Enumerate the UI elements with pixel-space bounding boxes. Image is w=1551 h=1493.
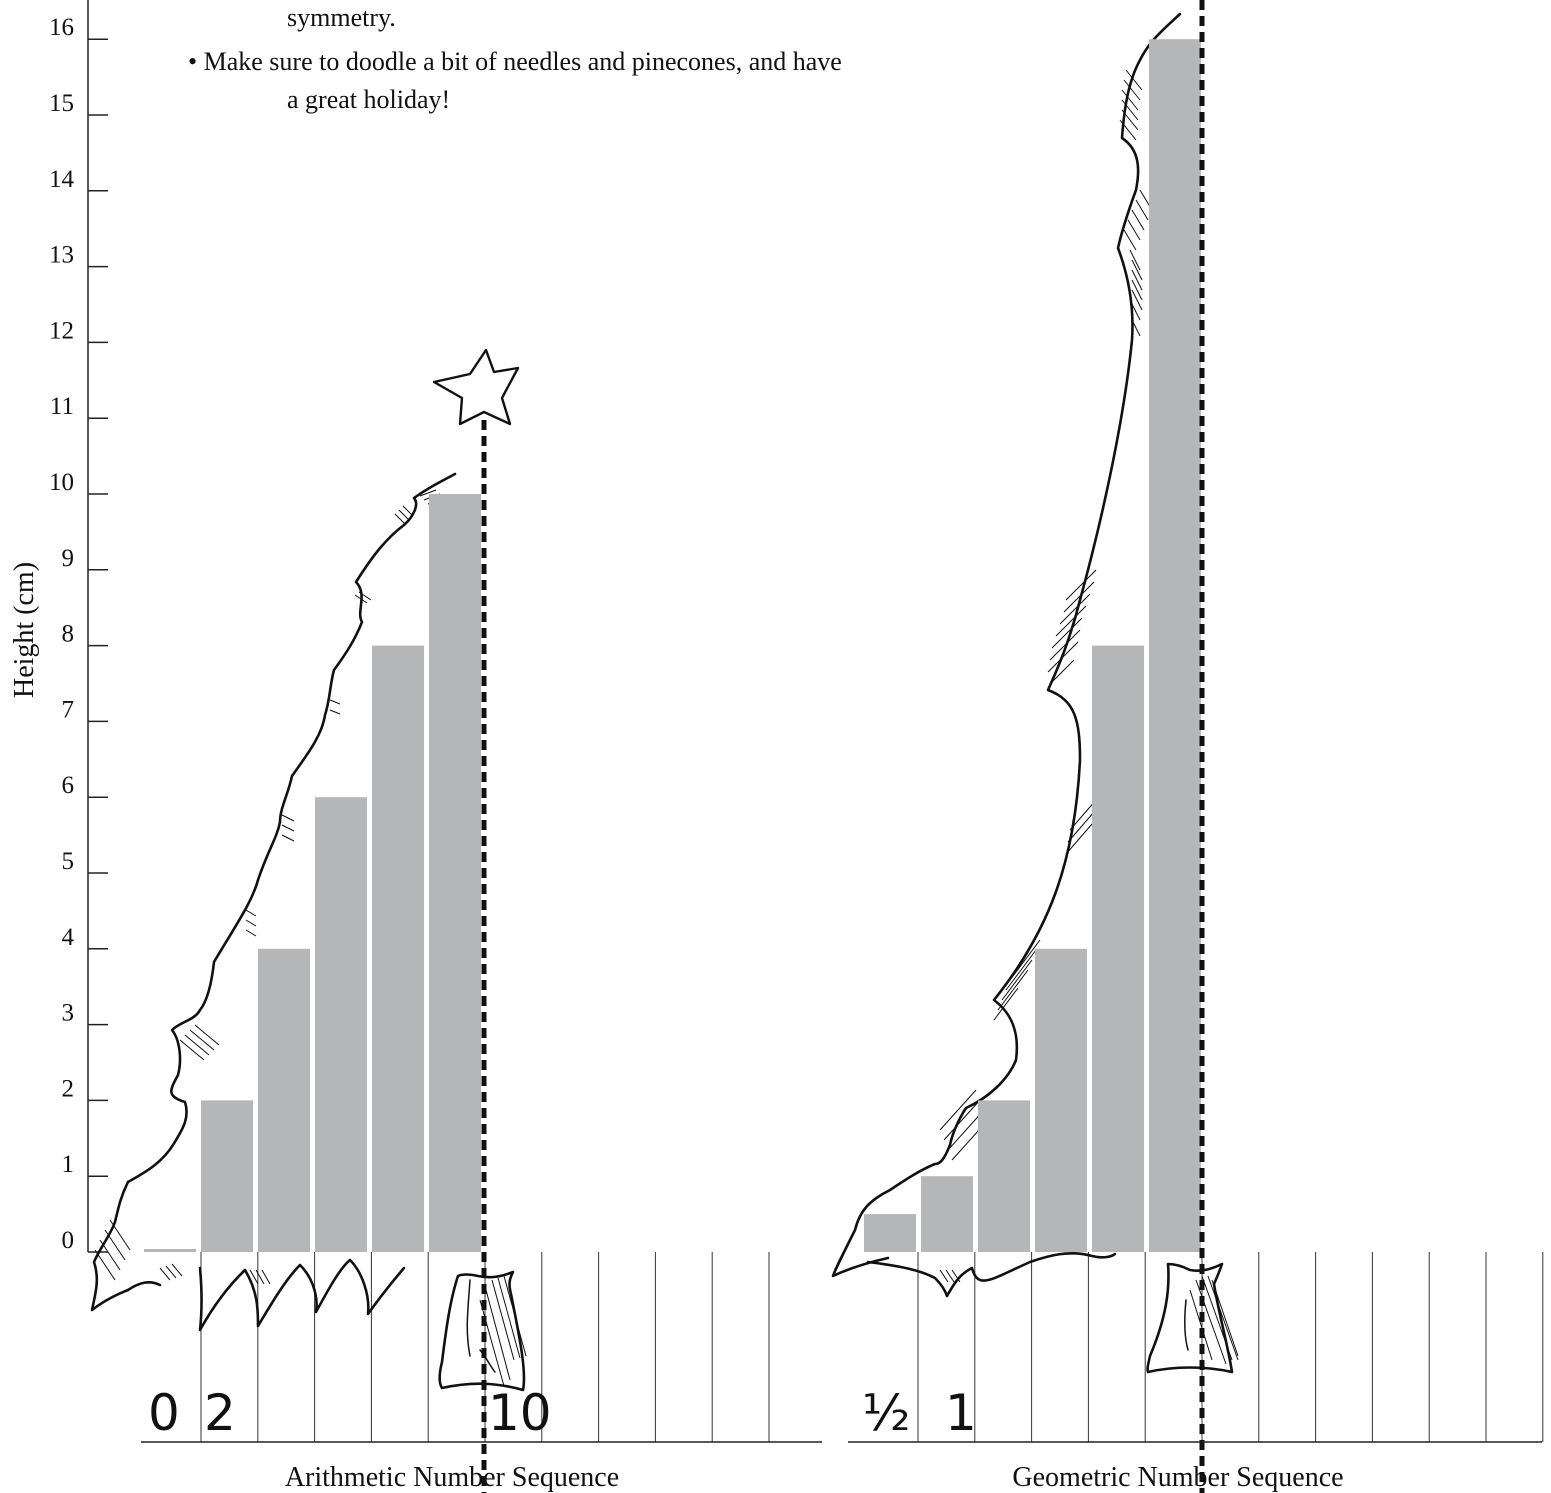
right-handwritten-labels: ½ 1 (862, 1384, 977, 1442)
arithmetic-bar-3 (315, 797, 367, 1252)
hand-label-0: 0 (148, 1384, 180, 1442)
y-tick-label: 5 (62, 848, 75, 875)
y-tick-label: 2 (62, 1075, 75, 1102)
hand-label-1: 1 (945, 1384, 977, 1442)
instruction-line-2: • Make sure to doodle a bit of needles a… (188, 47, 842, 76)
geometric-bar-0 (864, 1214, 916, 1252)
geometric-bar-4 (1092, 645, 1144, 1252)
geometric-bar-1 (921, 1176, 973, 1252)
right-tree-hatching (939, 69, 1239, 1365)
y-tick-label: 3 (62, 1000, 75, 1027)
instruction-line-1: symmetry. (287, 3, 396, 32)
left-handwritten-labels: 0 2 10 (148, 1384, 552, 1442)
arithmetic-bar-5 (429, 494, 481, 1252)
left-bars (144, 494, 481, 1252)
y-tick-label: 16 (49, 14, 74, 41)
y-tick-label: 4 (62, 924, 75, 951)
y-axis-label: Height (cm) (9, 562, 40, 698)
left-tree-outline (90, 348, 526, 1392)
left-tree-hatching (94, 489, 527, 1387)
y-tick-label: 1 (62, 1151, 75, 1178)
y-tick-label: 8 (62, 621, 75, 648)
instruction-line-3: a great holiday! (287, 85, 450, 114)
arithmetic-bar-1 (201, 1100, 253, 1252)
y-tick-label: 12 (49, 317, 74, 344)
y-tick-label: 10 (49, 469, 74, 496)
arithmetic-bar-0 (144, 1249, 196, 1252)
geometric-bar-2 (978, 1100, 1030, 1252)
geometric-bar-5 (1149, 39, 1201, 1253)
y-tick-label: 7 (62, 696, 75, 723)
y-tick-label: 11 (50, 393, 74, 420)
label-grid (200, 1252, 1544, 1442)
hand-label-half: ½ (862, 1384, 910, 1442)
y-tick-label: 0 (62, 1227, 75, 1254)
right-bars (864, 39, 1201, 1253)
y-tick-label: 6 (62, 772, 75, 799)
left-x-axis-label: Arithmetic Number Sequence (285, 1462, 619, 1493)
arithmetic-bar-4 (372, 645, 424, 1252)
y-tick-label: 9 (62, 545, 75, 572)
right-x-axis-label: Geometric Number Sequence (1012, 1462, 1343, 1493)
y-tick-label: 14 (49, 166, 75, 193)
hand-label-2: 2 (204, 1384, 236, 1442)
geometric-bar-3 (1035, 948, 1087, 1252)
y-tick-label: 15 (49, 90, 74, 117)
hand-label-10: 10 (488, 1384, 552, 1442)
y-tick-label: 13 (49, 242, 74, 269)
arithmetic-bar-2 (258, 948, 310, 1252)
